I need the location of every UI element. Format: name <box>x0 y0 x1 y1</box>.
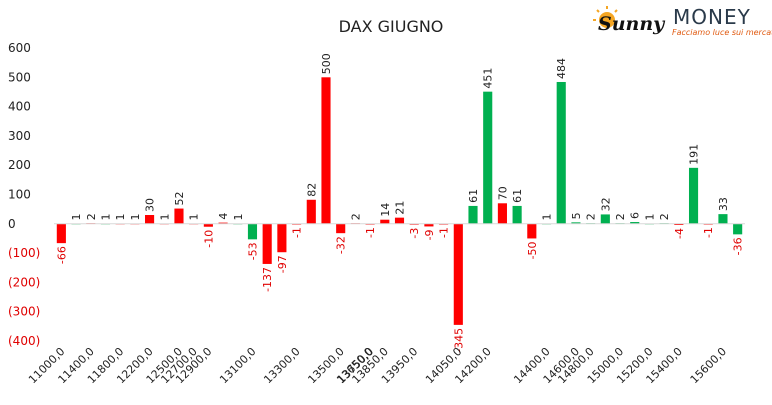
y-tick-label: 600 <box>8 41 31 55</box>
bar-value-label: 1 <box>70 214 83 221</box>
bar-value-label: 191 <box>688 144 701 165</box>
bar-value-label: -10 <box>202 230 215 248</box>
bar <box>571 222 581 224</box>
bar-value-label: -32 <box>335 236 348 254</box>
bar-value-label: 33 <box>717 197 730 211</box>
bar-value-label: 1 <box>232 214 245 221</box>
bar-value-label: 6 <box>629 212 642 219</box>
bar-value-label: -9 <box>423 229 436 240</box>
bar-value-label: 1 <box>643 214 656 221</box>
logo-tagline: Facciamo luce sui mercati <box>672 28 772 37</box>
bar-value-label: -345 <box>452 328 465 353</box>
bar <box>512 205 522 224</box>
bar-value-label: 14 <box>379 203 392 217</box>
logo: Sunny MONEY Facciamo luce sui mercati <box>593 5 772 37</box>
bar <box>380 219 390 224</box>
bar-value-label: 1 <box>129 214 142 221</box>
bar <box>527 223 537 239</box>
bar <box>468 205 478 224</box>
bar <box>733 223 743 235</box>
bar-value-label: -1 <box>291 227 304 238</box>
bar <box>321 77 331 224</box>
bar <box>394 217 405 224</box>
bar <box>247 223 258 240</box>
bar <box>145 215 155 224</box>
x-tick-label: 13300,0 <box>261 345 302 386</box>
y-tick-label: (100) <box>8 246 40 260</box>
bar <box>718 214 728 224</box>
y-tick-label: (300) <box>8 305 40 319</box>
bar-value-label: 70 <box>496 186 509 200</box>
bar <box>306 199 316 224</box>
y-tick-label: (400) <box>8 334 40 348</box>
logo-word-money: MONEY <box>673 5 751 29</box>
bar-value-label: -4 <box>673 228 686 239</box>
bar <box>630 222 640 224</box>
bar <box>483 91 493 224</box>
y-axis: 600 500 400 300 200 100 0 (100) (200) (300) (400) <box>8 41 40 348</box>
y-tick-label: 0 <box>8 217 16 231</box>
x-axis: 11000,011400,011800,012200,012500,012700… <box>26 345 729 386</box>
logo-word-sunny: Sunny <box>598 13 666 35</box>
bar-value-label: 61 <box>511 189 524 203</box>
chart-title: DAX GIUGNO <box>339 17 444 36</box>
bar <box>674 223 684 225</box>
bar <box>497 203 507 224</box>
bar-value-label: -137 <box>261 267 274 292</box>
y-tick-label: 500 <box>8 70 31 84</box>
y-tick-label: (200) <box>8 275 40 289</box>
bar-value-label: 52 <box>173 192 186 206</box>
bar-value-label: -1 <box>364 227 377 238</box>
x-tick-label: 13100,0 <box>217 345 258 386</box>
x-tick-label: 15600,0 <box>688 345 729 386</box>
bar-value-label: 82 <box>305 183 318 197</box>
sun-icon <box>593 6 618 28</box>
bar-value-label: -53 <box>246 242 259 260</box>
bar-value-label: 61 <box>467 189 480 203</box>
bar-value-label: 2 <box>585 213 598 220</box>
bar-value-label: 500 <box>320 53 333 74</box>
bar <box>600 214 610 224</box>
bar-value-label: 32 <box>599 197 612 211</box>
bar <box>203 223 213 227</box>
bar <box>277 223 287 253</box>
bar-value-label: 1 <box>158 214 171 221</box>
bar-value-label: 4 <box>217 213 230 220</box>
bar-value-label: -3 <box>408 228 421 239</box>
bar-value-label: 1 <box>541 214 554 221</box>
bar-value-label: 30 <box>144 198 157 212</box>
bar-value-label: -97 <box>276 255 289 273</box>
bar-value-label: 2 <box>658 213 671 220</box>
bar-value-label: 484 <box>555 58 568 79</box>
y-tick-label: 400 <box>8 100 31 114</box>
bar-value-label: 1 <box>188 214 201 221</box>
bar-value-label: -66 <box>55 246 68 264</box>
bar <box>424 223 434 227</box>
bar-value-label: 21 <box>394 201 407 215</box>
bar <box>336 223 346 234</box>
bar <box>688 167 699 224</box>
bar-value-label: -36 <box>732 237 745 255</box>
bar <box>218 222 228 224</box>
bar-value-label: 2 <box>85 213 98 220</box>
bar <box>453 223 463 325</box>
bar <box>56 223 66 244</box>
y-tick-label: 100 <box>8 188 31 202</box>
bar-value-label: -1 <box>438 227 451 238</box>
bar-value-label: 2 <box>349 213 362 220</box>
bar-value-label: 1 <box>114 214 127 221</box>
bar <box>262 223 272 264</box>
bar-value-label: 451 <box>482 68 495 89</box>
bar-value-label: -50 <box>526 241 539 259</box>
bar-value-label: 1 <box>99 214 112 221</box>
bar <box>174 208 184 224</box>
bar-value-label: 5 <box>570 212 583 219</box>
y-tick-label: 300 <box>8 129 31 143</box>
y-tick-label: 200 <box>8 158 31 172</box>
bar-value-label: 2 <box>614 213 627 220</box>
bar-value-label: -1 <box>702 227 715 238</box>
bar <box>556 81 566 224</box>
